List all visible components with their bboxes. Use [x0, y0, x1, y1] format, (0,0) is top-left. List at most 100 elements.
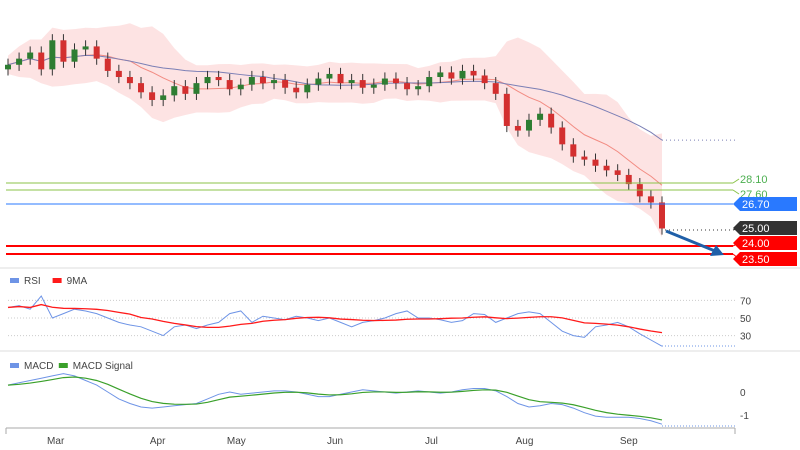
candle-body	[138, 83, 145, 93]
macd-tick: -1	[740, 411, 749, 422]
month-label: May	[227, 436, 246, 447]
rsi-line	[7, 295, 663, 347]
candle-body	[647, 196, 654, 203]
candle-body	[82, 46, 89, 50]
level-label: 23.50	[742, 254, 770, 266]
candle-body	[370, 84, 377, 88]
candle-body	[448, 72, 455, 79]
candle-body	[426, 77, 433, 87]
rsi-ma-line	[7, 303, 663, 334]
legend-label: MACD Signal	[73, 361, 133, 372]
legend-swatch	[10, 363, 19, 368]
legend-swatch	[52, 278, 62, 283]
candle-body	[470, 70, 477, 76]
month-label: Aug	[516, 436, 534, 447]
candle-body	[315, 78, 322, 85]
candle-body	[492, 83, 499, 94]
candle-body	[326, 73, 333, 79]
month-label: Sep	[620, 436, 638, 447]
level-label: 28.10	[740, 174, 768, 186]
macd-tick: 0	[740, 388, 746, 399]
candle-body	[271, 80, 278, 84]
candle-body	[348, 80, 355, 84]
month-label: Mar	[47, 436, 65, 447]
candle-body	[237, 84, 244, 90]
month-label: Jun	[327, 436, 343, 447]
rsi-tick: 70	[740, 296, 752, 307]
level-connector	[732, 189, 740, 195]
candle-body	[226, 80, 233, 90]
candle-body	[171, 86, 178, 96]
candle-body	[404, 83, 411, 90]
candle-body	[149, 92, 156, 100]
candle-body	[193, 83, 200, 94]
candle-body	[293, 87, 300, 93]
candle-body	[337, 73, 344, 84]
candle-body	[592, 159, 599, 166]
candle-body	[459, 70, 466, 79]
candle-body	[49, 40, 56, 70]
candle-body	[437, 72, 444, 78]
candle-body	[160, 95, 167, 100]
month-label: Jul	[425, 436, 438, 447]
candle-body	[182, 86, 189, 94]
macd-line	[7, 373, 663, 425]
candle-body	[16, 58, 23, 65]
candle-body	[248, 77, 255, 85]
moving-average-long	[7, 54, 663, 141]
candle-body	[126, 77, 133, 84]
month-label: Apr	[150, 436, 166, 447]
candle-body	[93, 46, 100, 59]
candle-body	[204, 77, 211, 84]
candle-body	[548, 113, 555, 128]
legend-label: RSI	[24, 276, 41, 287]
candle-body	[71, 49, 78, 62]
candle-body	[570, 144, 577, 157]
candle-body	[659, 202, 665, 229]
forecast-arrow-head	[710, 245, 724, 256]
forecast-arrow	[665, 229, 716, 253]
candle-body	[481, 75, 488, 84]
level-tag	[733, 221, 797, 235]
candle-body	[525, 119, 532, 131]
level-label: 25.00	[742, 223, 770, 235]
macd-signal-line	[7, 376, 663, 421]
legend-swatch	[58, 363, 68, 368]
candle-body	[625, 174, 632, 185]
candle-body	[392, 78, 399, 84]
level-label: 26.70	[742, 199, 770, 211]
candle-body	[415, 86, 422, 90]
candle-body	[215, 77, 222, 81]
candle-body	[381, 78, 388, 85]
level-connector	[732, 178, 740, 184]
rsi-tick: 50	[740, 314, 752, 325]
legend-label: MACD	[24, 361, 53, 372]
level-tag	[733, 197, 797, 211]
candle-body	[514, 125, 521, 131]
legend-label: 9MA	[67, 276, 88, 287]
candle-body	[60, 40, 67, 62]
candle-body	[104, 58, 111, 71]
candle-body	[614, 170, 621, 175]
level-label: 24.00	[742, 238, 770, 250]
candle-body	[503, 93, 510, 126]
bollinger-band	[8, 23, 662, 238]
candle-body	[537, 113, 544, 120]
candle-body	[581, 156, 588, 160]
candle-body	[603, 165, 610, 171]
level-tag	[733, 236, 797, 250]
legend-swatch	[10, 278, 19, 283]
level-tag	[733, 252, 797, 266]
candle-body	[115, 70, 122, 78]
candle-body	[359, 80, 366, 88]
candle-body	[38, 52, 45, 70]
candle-body	[27, 52, 34, 59]
candle-body	[5, 64, 11, 70]
rsi-tick: 30	[740, 332, 752, 343]
candle-body	[304, 84, 311, 93]
candle-body	[282, 80, 289, 88]
candle-body	[259, 77, 266, 84]
candle-body	[559, 127, 566, 145]
